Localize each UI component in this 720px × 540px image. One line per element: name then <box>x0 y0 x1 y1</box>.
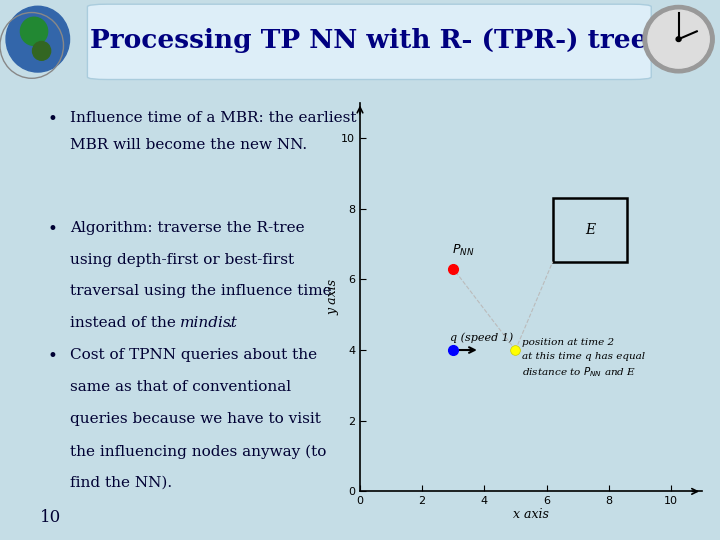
Text: MBR will become the new NN.: MBR will become the new NN. <box>70 138 307 152</box>
Text: •: • <box>48 111 58 128</box>
Text: 10: 10 <box>40 509 61 526</box>
Circle shape <box>20 17 48 45</box>
Text: Influence time of a MBR: the earliest possible time that any object in the: Influence time of a MBR: the earliest po… <box>70 111 634 125</box>
Text: at this time q has equal
distance to $P_{NN}$ and E: at this time q has equal distance to $P_… <box>522 352 645 379</box>
Text: instead of the: instead of the <box>70 316 181 330</box>
Text: Cost of TPNN queries about the: Cost of TPNN queries about the <box>70 348 317 362</box>
Circle shape <box>648 10 709 68</box>
Text: mindist: mindist <box>180 316 238 330</box>
Text: •: • <box>48 221 58 238</box>
Y-axis label: y axis: y axis <box>327 279 340 315</box>
Text: find the NN).: find the NN). <box>70 476 172 490</box>
Text: traversal using the influence time: traversal using the influence time <box>70 285 331 299</box>
Text: E: E <box>585 223 595 237</box>
FancyBboxPatch shape <box>87 4 652 79</box>
Text: •: • <box>48 348 58 366</box>
Circle shape <box>32 42 50 60</box>
Circle shape <box>676 37 681 42</box>
Text: queries because we have to visit: queries because we have to visit <box>70 412 320 426</box>
Text: Algorithm: traverse the R-tree: Algorithm: traverse the R-tree <box>70 221 305 234</box>
Text: position at time 2: position at time 2 <box>522 338 613 347</box>
Text: $P_{NN}$: $P_{NN}$ <box>451 243 474 258</box>
Text: same as that of conventional: same as that of conventional <box>70 380 291 394</box>
Text: using depth-first or best-first: using depth-first or best-first <box>70 253 294 267</box>
Circle shape <box>643 5 714 73</box>
Text: q (speed 1): q (speed 1) <box>450 333 513 343</box>
Text: Processing TP NN with R- (TPR-) trees: Processing TP NN with R- (TPR-) trees <box>90 28 662 53</box>
Circle shape <box>6 6 70 72</box>
Text: the influencing nodes anyway (to: the influencing nodes anyway (to <box>70 444 326 458</box>
Text: .: . <box>223 316 233 330</box>
X-axis label: x axis: x axis <box>513 508 549 521</box>
Bar <box>553 198 627 262</box>
